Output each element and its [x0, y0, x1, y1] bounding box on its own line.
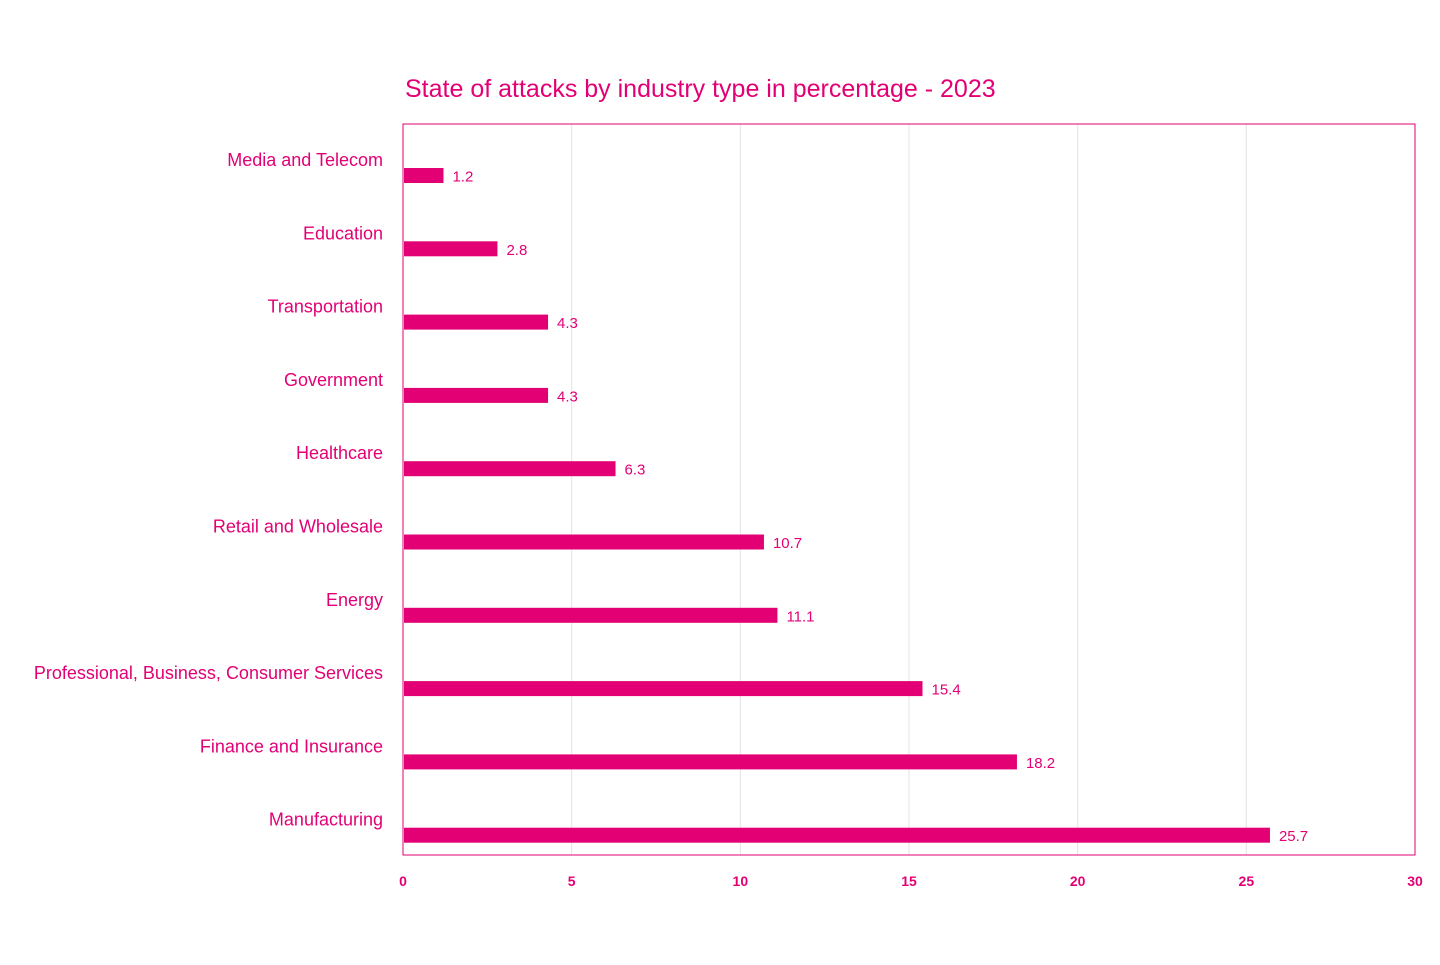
x-tick-label: 30 [1407, 873, 1423, 889]
category-label: Government [284, 370, 383, 390]
data-label: 10.7 [773, 535, 802, 552]
data-label: 18.2 [1026, 755, 1055, 772]
category-label: Transportation [268, 297, 383, 317]
plot-area-frame [402, 123, 1416, 856]
category-label: Retail and Wholesale [213, 517, 383, 537]
x-tick-label: 5 [568, 873, 576, 889]
bar [404, 827, 1270, 843]
bar [404, 681, 923, 697]
x-tick-label: 0 [399, 873, 407, 889]
data-label: 25.7 [1279, 828, 1308, 845]
x-axis-tick-labels: 0 5 10 15 20 25 30 [399, 873, 1423, 889]
category-label: Finance and Insurance [200, 736, 383, 756]
data-label: 1.2 [452, 169, 473, 186]
bars [404, 168, 1270, 843]
value-labels: 1.2 2.8 4.3 4.3 6.3 10.7 11.1 15.4 18.2 25.7 [452, 169, 1308, 846]
category-label: Education [303, 223, 383, 243]
bar [404, 168, 444, 183]
data-label: 4.3 [557, 315, 578, 332]
category-labels: Media and Telecom Education Transportation… [34, 150, 383, 830]
x-tick-label: 10 [733, 873, 749, 889]
bar [404, 314, 549, 330]
category-label: Energy [326, 590, 383, 610]
bar [404, 754, 1017, 770]
chart-title: State of attacks by industry type in per… [405, 75, 996, 103]
data-label: 4.3 [557, 388, 578, 405]
x-tick-label: 20 [1070, 873, 1086, 889]
category-label: Healthcare [296, 443, 383, 463]
gridlines [571, 124, 1247, 855]
data-label: 11.1 [786, 608, 814, 625]
data-label: 15.4 [931, 682, 960, 699]
data-label: 2.8 [506, 242, 527, 259]
x-tick-label: 25 [1239, 873, 1255, 889]
bar [404, 241, 498, 257]
bar [404, 387, 549, 403]
category-label: Professional, Business, Consumer Service… [34, 663, 383, 683]
category-label: Media and Telecom [227, 150, 383, 170]
bar [404, 534, 764, 550]
bar [404, 461, 616, 477]
data-label: 6.3 [625, 462, 646, 479]
category-label: Manufacturing [269, 810, 383, 830]
bar [404, 607, 778, 623]
x-tick-label: 15 [901, 873, 917, 889]
